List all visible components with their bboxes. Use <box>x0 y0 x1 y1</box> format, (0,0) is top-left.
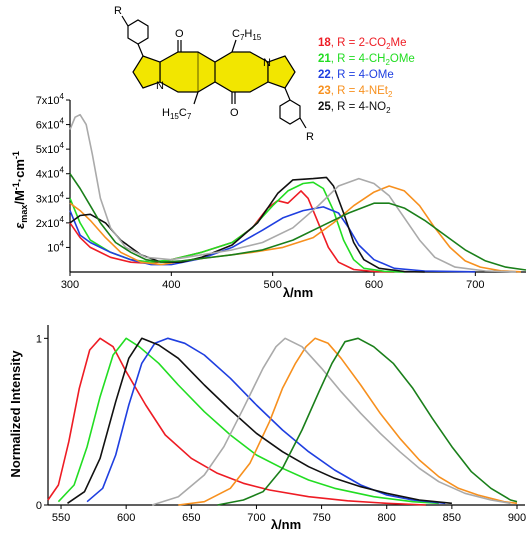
carbonyl-o-bottom: O <box>230 107 239 119</box>
abs-y-tick-label: 5x104 <box>36 141 65 156</box>
em-curve-unlabeled-6 <box>217 337 518 506</box>
em-x-tick-label: 900 <box>508 512 526 524</box>
em-y-label: Normalized Intensity <box>8 350 23 478</box>
em-x-tick-label: 850 <box>443 512 461 524</box>
em-curve-23 <box>178 337 518 506</box>
alkyl-top: C7H15 <box>232 28 262 42</box>
chemical-structure: O O N N R C7H15 H15C7 R <box>114 5 314 143</box>
em-series <box>47 337 518 506</box>
abs-x-tick-label: 300 <box>61 279 79 291</box>
em-x-tick-label: 700 <box>247 512 265 524</box>
abs-curve-18 <box>69 190 395 273</box>
legend-entry-23: 23, R = 4-NEt2 <box>318 85 393 99</box>
em-y-tick-label: 1 <box>36 333 42 345</box>
carbonyl-o-top: O <box>175 28 184 40</box>
abs-y-tick-label: 4x104 <box>36 166 65 181</box>
aryl-ring-bottom <box>279 99 301 125</box>
abs-curve-23 <box>69 185 521 273</box>
em-curve-21 <box>57 337 439 505</box>
abs-series <box>69 113 527 273</box>
abs-curve-unlabeled-5 <box>69 113 516 273</box>
em-x-ticks: 550 600 650 700 750 800 850 900 <box>52 505 526 524</box>
em-x-label: λ/nm <box>271 517 301 532</box>
em-x-tick-label: 550 <box>52 512 70 524</box>
abs-y-tick-label: 3x104 <box>36 190 65 205</box>
legend-entry-22: 22, R = 4-OMe <box>318 69 394 81</box>
aryl-ring-top <box>127 19 149 45</box>
structure-core-right-ring <box>267 55 296 89</box>
abs-y-tick-label: 6x104 <box>36 117 65 132</box>
abs-y-label: εmax/M-1·cm-1 <box>11 151 29 229</box>
substituent-r-bottom: R <box>306 131 314 143</box>
abs-x-tick-label: 400 <box>162 279 180 291</box>
em-y-ticks: 01 <box>36 333 48 512</box>
abs-y-tick-label: 2x104 <box>36 215 65 230</box>
structure-core <box>159 51 269 93</box>
legend: 18, R = 2-CO2Me 21, R = 4-CH2OMe 22, R = 4… <box>318 37 415 115</box>
abs-x-tick-label: 700 <box>466 279 484 291</box>
legend-entry-25: 25, R = 4-NO2 <box>318 101 391 115</box>
abs-x-label: λ/nm <box>283 285 313 300</box>
absorption-panel: 300 400 500 600 700 104 2x104 3x104 4x104 5x104 6… <box>11 92 527 300</box>
abs-x-tick-label: 600 <box>365 279 383 291</box>
abs-y-tick-label: 104 <box>47 239 64 254</box>
emission-panel: 550 600 650 700 750 800 850 900 01 λ/nm Normali… <box>8 325 526 532</box>
em-x-tick-label: 600 <box>117 512 135 524</box>
legend-entry-18: 18, R = 2-CO2Me <box>318 37 407 51</box>
em-y-tick-label: 0 <box>36 500 42 512</box>
abs-y-tick-label: 7x104 <box>36 92 65 107</box>
em-curve-25 <box>67 337 452 505</box>
legend-entry-21: 21, R = 4-CH2OMe <box>318 53 415 67</box>
em-curve-18 <box>47 337 426 506</box>
structure-core-left-ring <box>132 55 161 89</box>
alkyl-bottom: H15C7 <box>162 107 192 121</box>
abs-x-tick-label: 500 <box>263 279 281 291</box>
nitrogen-left: N <box>156 80 164 92</box>
em-curve-22 <box>86 337 446 505</box>
em-curve-unlabeled-5 <box>151 337 511 506</box>
em-x-tick-label: 800 <box>378 512 396 524</box>
abs-y-ticks: 104 2x104 3x104 4x104 5x104 6x104 7x104 <box>36 92 70 254</box>
nitrogen-right: N <box>263 57 271 69</box>
abs-x-ticks: 300 400 500 600 700 <box>61 272 485 291</box>
em-x-tick-label: 750 <box>312 512 330 524</box>
abs-curve-21 <box>69 181 405 273</box>
em-x-tick-label: 650 <box>182 512 200 524</box>
substituent-r-top: R <box>114 5 122 17</box>
abs-curve-unlabeled-6 <box>69 173 527 271</box>
abs-curve-22 <box>69 206 476 273</box>
